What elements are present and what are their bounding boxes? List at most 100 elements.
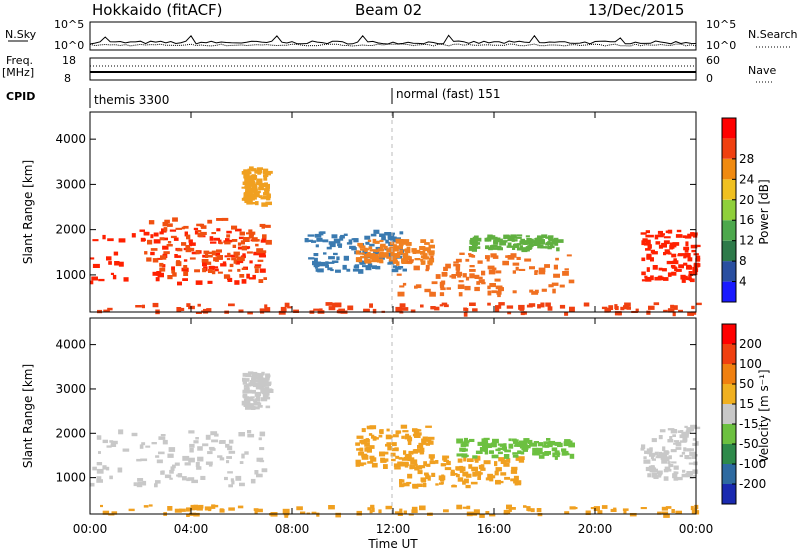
velocity-cell — [648, 465, 655, 471]
power-cell — [195, 280, 203, 285]
power-cell — [359, 260, 364, 265]
power-cell — [144, 251, 148, 255]
velocity-cell — [217, 455, 223, 458]
nave-tick-top: 60 — [706, 54, 720, 67]
power-cell — [391, 268, 399, 273]
velocity-cell — [393, 463, 401, 468]
velocity-cell — [110, 443, 117, 447]
velocity-cell — [495, 467, 502, 472]
velocity-cell — [483, 437, 490, 441]
power-cell — [430, 306, 436, 310]
power-cell — [219, 241, 223, 245]
power-cell — [411, 248, 417, 253]
cpid-segment-1: normal (fast) 151 — [396, 87, 500, 101]
power-cell — [465, 258, 470, 262]
power-cell — [667, 308, 675, 313]
power-cell — [145, 232, 150, 235]
velocity-cell — [380, 457, 385, 462]
velocity-cell — [253, 508, 259, 511]
power-cell — [357, 242, 363, 247]
velocity-cell — [407, 440, 412, 445]
power-colorbar-tick: 4 — [739, 275, 747, 289]
power-cell — [253, 251, 259, 256]
velocity-cell — [555, 452, 561, 455]
power-cell — [559, 304, 566, 309]
power-cell — [397, 251, 402, 256]
velocity-cell — [672, 434, 676, 437]
velocity-cell — [643, 456, 647, 460]
power-cell — [506, 305, 514, 309]
velocity-cell — [430, 457, 434, 461]
power-cell — [514, 239, 518, 242]
velocity-cell — [671, 509, 675, 513]
power-cell — [667, 272, 672, 277]
power-cell — [106, 256, 112, 261]
velocity-cell — [459, 447, 466, 452]
velocity-cell — [664, 456, 670, 462]
power-cell — [183, 259, 188, 262]
power-cell — [367, 251, 371, 255]
power-cell — [681, 278, 686, 283]
power-cell — [307, 234, 315, 237]
power-cell — [235, 228, 242, 232]
power-cell — [487, 302, 491, 306]
power-colorbar-tick: 16 — [739, 213, 754, 227]
velocity-cell — [661, 506, 668, 511]
velocity-cell — [383, 464, 388, 469]
velocity-cell — [419, 505, 426, 511]
power-cell — [216, 228, 221, 232]
power-cell — [346, 242, 353, 245]
velocity-cell — [96, 435, 102, 440]
power-cell — [316, 261, 322, 265]
power-cell — [238, 309, 244, 313]
power-cell — [604, 307, 610, 313]
power-cell — [353, 265, 358, 269]
velocity-cell — [145, 445, 151, 448]
power-cell — [326, 246, 332, 250]
velocity-cell — [283, 510, 290, 516]
power-cell — [435, 274, 441, 279]
velocity-cell — [260, 397, 268, 402]
power-cell — [693, 270, 698, 276]
power-cell — [548, 238, 556, 242]
velocity-cell — [249, 389, 256, 394]
power-cell — [439, 292, 445, 297]
power-ytick-label: 1000 — [55, 268, 86, 282]
power-cell — [351, 247, 357, 251]
power-cell — [458, 292, 463, 297]
power-cell — [202, 254, 207, 258]
velocity-cell — [654, 451, 659, 456]
velocity-cell — [405, 453, 411, 458]
velocity-cell — [184, 462, 191, 466]
velocity-cell — [227, 445, 233, 451]
velocity-cell — [176, 474, 180, 477]
power-cell — [474, 274, 480, 279]
power-colorbar-swatch — [722, 240, 736, 262]
power-cell — [185, 245, 191, 249]
power-cell — [424, 242, 430, 245]
power-cell — [671, 253, 677, 258]
power-cell — [670, 265, 676, 268]
velocity-cell — [644, 450, 649, 454]
power-cell — [540, 246, 548, 249]
velocity-cell — [385, 443, 391, 447]
power-cell — [237, 268, 241, 272]
velocity-cell — [657, 511, 662, 515]
power-cell — [312, 260, 318, 266]
power-cell — [534, 270, 538, 275]
power-cell — [237, 246, 243, 250]
power-cell — [669, 245, 674, 250]
power-cell — [208, 269, 213, 273]
power-cell — [682, 235, 686, 238]
velocity-cell — [532, 452, 537, 456]
velocity-cell — [189, 443, 195, 448]
power-cell — [242, 181, 246, 185]
velocity-cell — [383, 458, 389, 462]
velocity-cell — [243, 378, 250, 382]
power-cell — [551, 240, 557, 245]
power-cell — [185, 267, 189, 272]
power-cell — [487, 236, 494, 240]
power-cell — [226, 234, 231, 238]
velocity-cell — [668, 455, 672, 460]
velocity-cell — [401, 435, 405, 439]
